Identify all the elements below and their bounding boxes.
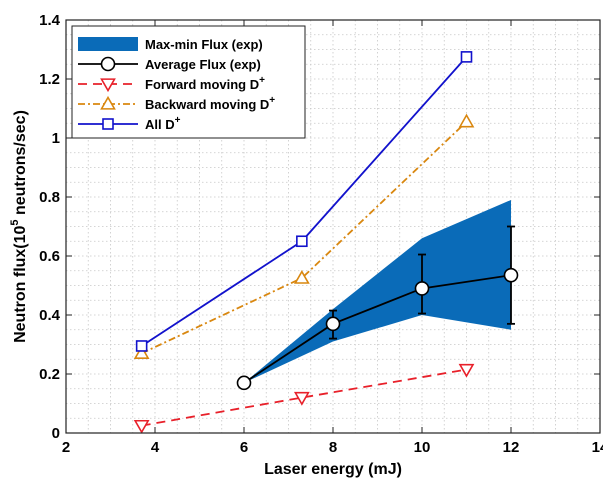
y-axis-label: Neutron flux(105 neutrons/sec) [9,110,29,343]
x-tick-label: 6 [240,439,248,456]
x-tick-label: 12 [503,439,520,456]
max-min-flux-band [244,199,511,383]
series-3 [135,51,473,352]
y-tick-label: 0.8 [39,189,60,206]
data-point [296,235,308,248]
data-point [133,345,150,360]
legend: Max-min Flux (exp) Average Flux (exp) Forw… [71,25,306,139]
x-axis-label: Laser energy (mJ) [264,461,402,478]
y-tick-labels: 0 0.2 0.4 0.6 0.8 1 1.2 1.4 [39,12,61,442]
y-tick-label: 1.2 [39,71,60,88]
y-axis-label-main: Neutron flux(10 [12,225,29,342]
data-point [236,375,252,391]
data-point [293,270,310,284]
x-tick-label: 10 [414,439,431,456]
data-point [135,340,148,352]
legend-label: Average Flux (exp) [145,57,261,72]
y-tick-label: 0.4 [39,307,61,324]
data-point [503,267,519,283]
data-point [458,363,475,378]
axis-ticks [65,19,601,434]
x-tick-label: 8 [329,439,337,456]
y-tick-label: 0.6 [39,248,60,265]
series-layer [133,51,519,434]
legend-swatch-marker [100,95,116,110]
legend-swatch-band [78,37,138,51]
x-tick-label: 4 [151,439,160,456]
y-tick-label: 1 [52,130,60,147]
data-point [414,281,430,296]
x-tick-labels: 2 4 6 8 10 12 14 [62,439,603,456]
y-axis-label-rest: neutrons/sec) [12,110,29,219]
y-tick-label: 1.4 [39,12,61,29]
y-axis-label-exponent: 5 [9,219,21,225]
legend-swatch-marker [100,78,116,93]
series-0 [236,225,519,391]
y-tick-label: 0 [52,425,60,442]
band-layer [244,199,511,383]
y-tick-label: 0.2 [39,366,60,383]
data-point [133,419,150,434]
data-point [460,51,473,63]
legend-label: Max-min Flux (exp) [145,37,263,52]
series-2 [133,113,475,360]
data-point [325,316,341,332]
x-tick-label: 2 [62,439,70,456]
series-line [243,274,512,384]
data-point [293,391,310,406]
series-1 [133,363,475,434]
legend-swatch-marker [100,56,116,72]
x-tick-label: 14 [592,439,603,456]
series-line [141,368,467,427]
legend-label: All D+ [145,115,181,132]
legend-label: Backward moving D+ [145,95,275,112]
legend-swatch-marker [102,118,114,130]
data-point [458,113,475,128]
legend-label: Forward moving D+ [145,75,265,92]
